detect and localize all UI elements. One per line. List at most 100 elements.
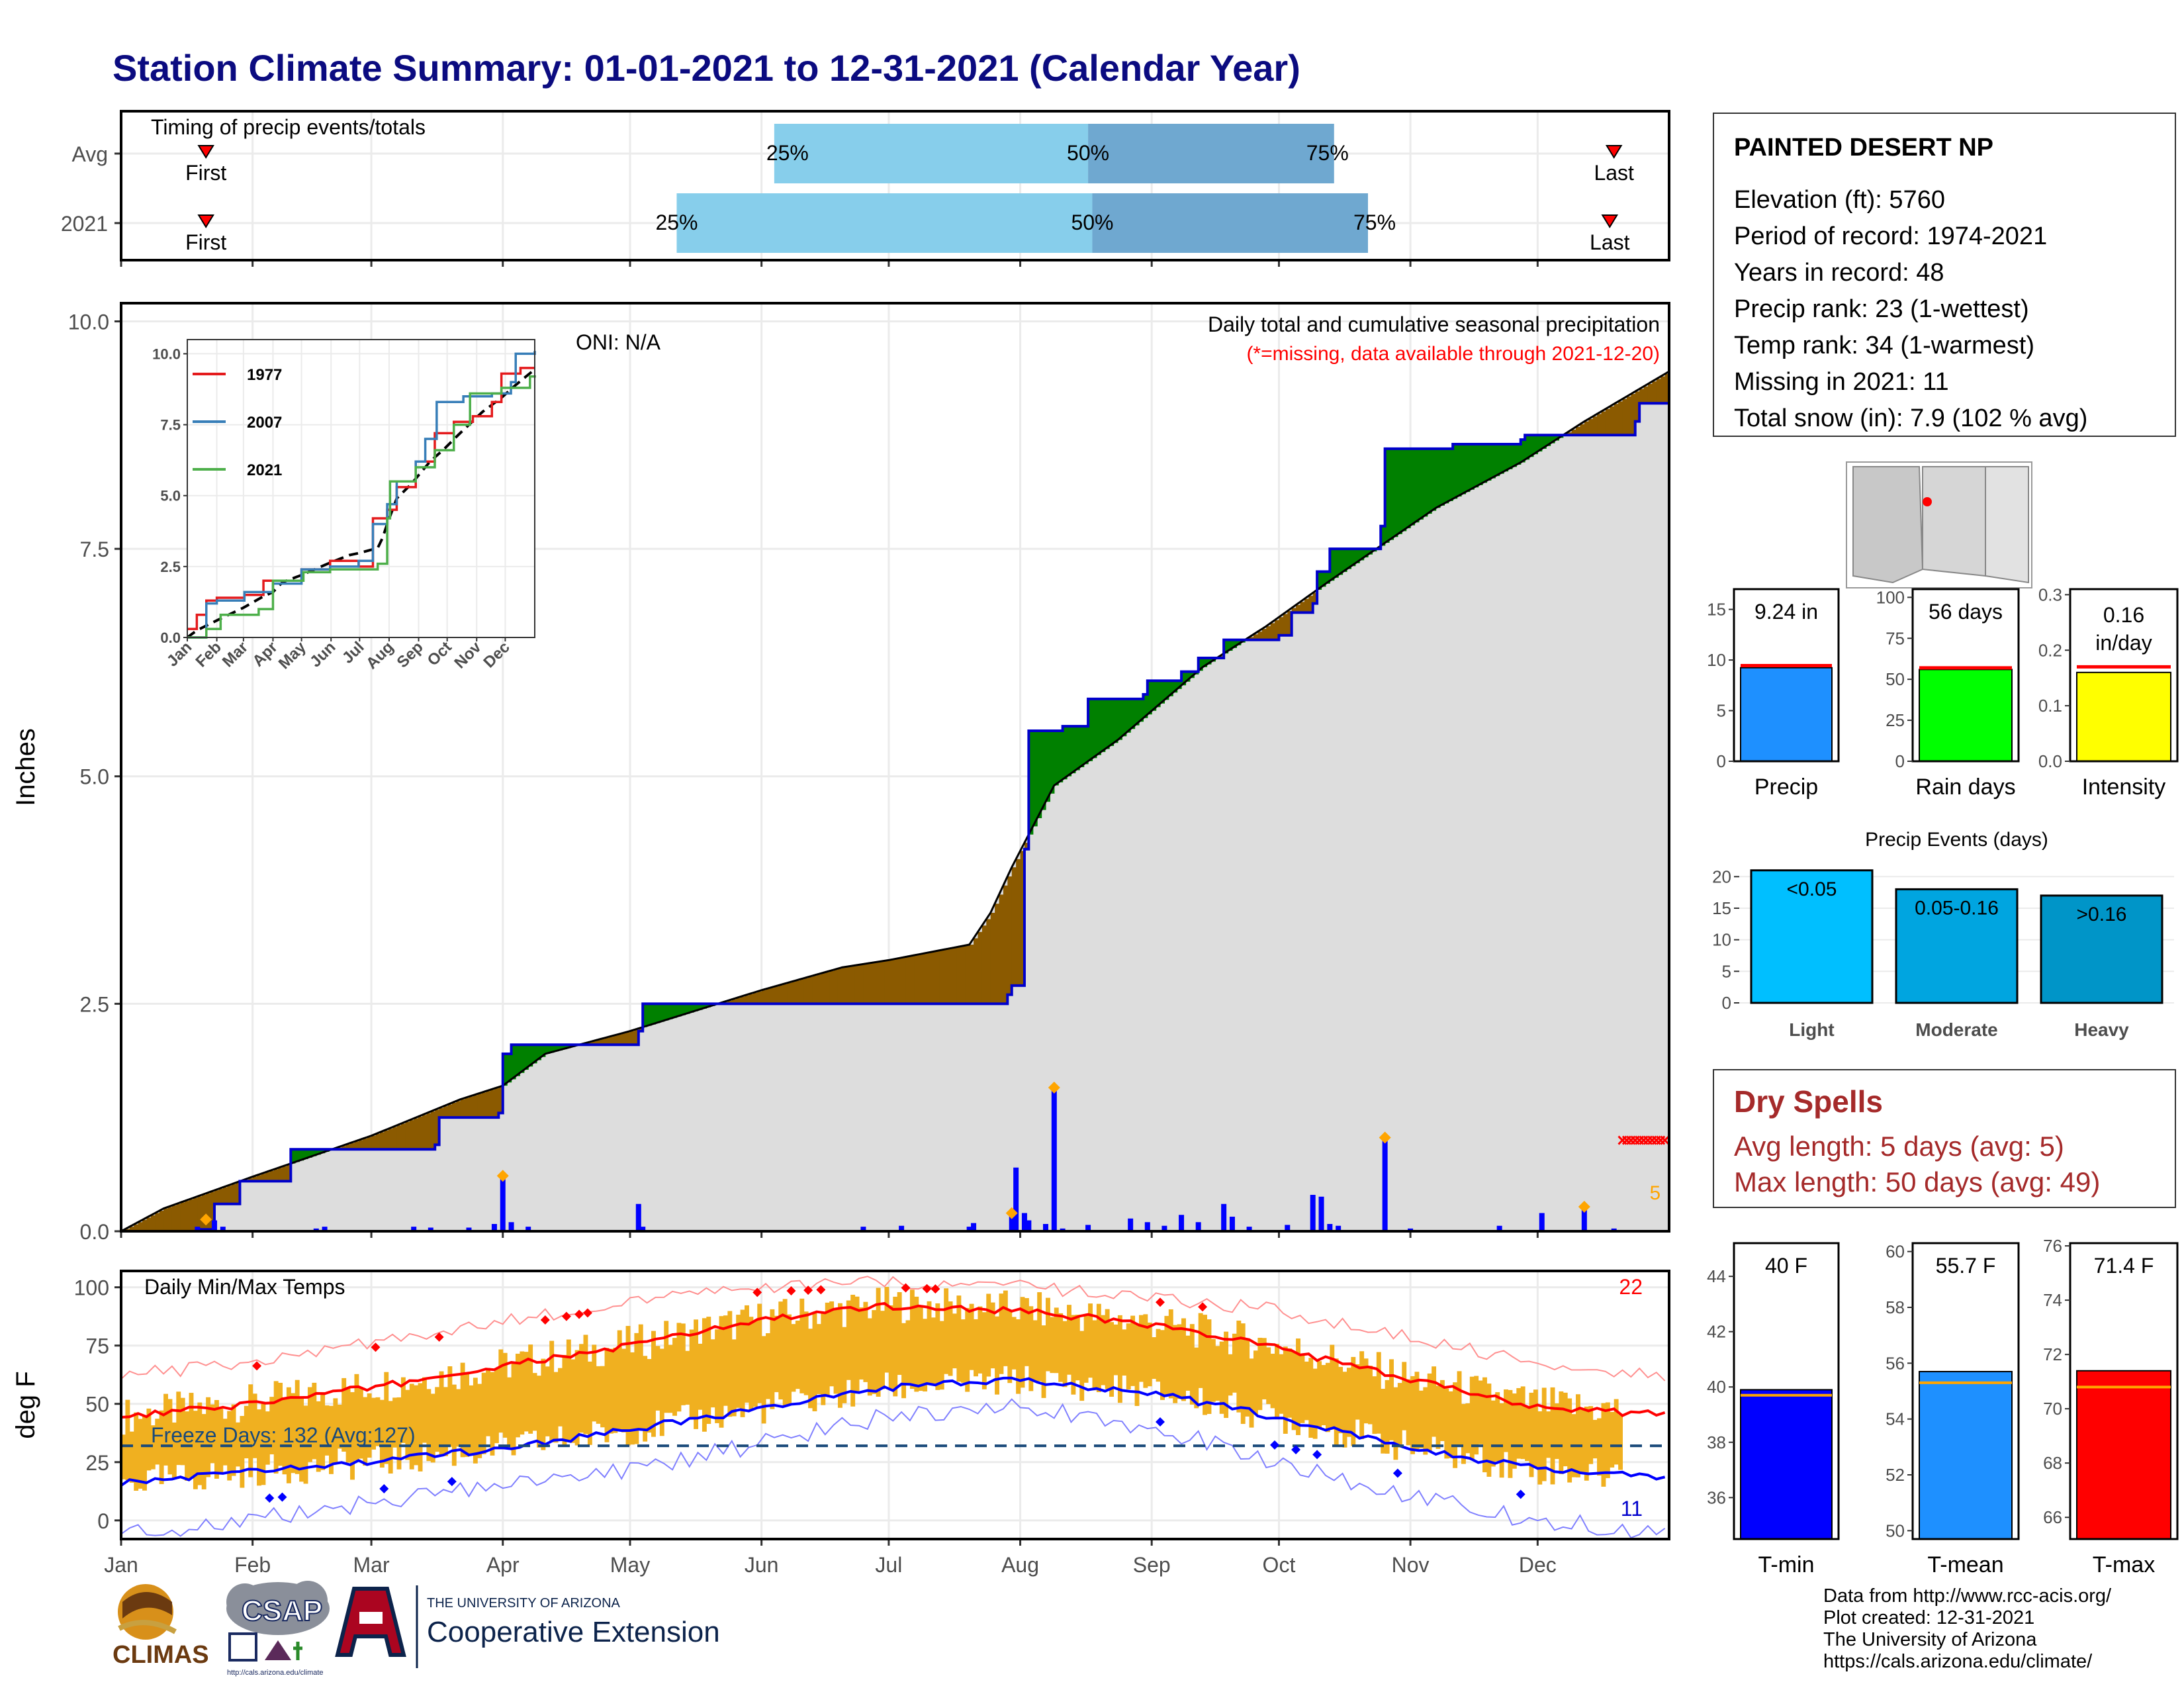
precip-deficit-segment	[430, 1111, 435, 1150]
temp-daily-bar	[121, 1434, 126, 1479]
temp-daily-bar	[774, 1315, 779, 1393]
temp-daily-bar	[1342, 1372, 1347, 1448]
precip-surplus-segment	[1105, 698, 1110, 749]
events-title: Precip Events (days)	[1865, 829, 2048, 851]
temp-record-high-marker	[540, 1315, 550, 1325]
precip-surplus-segment	[1533, 435, 1538, 455]
precip-deficit-segment	[405, 1121, 410, 1150]
state-map-arizona	[1852, 466, 1924, 584]
precip-deficit-segment	[379, 1132, 385, 1150]
precip-surplus-segment	[1321, 571, 1326, 587]
precip-deficit-segment	[460, 1099, 465, 1118]
precip-deficit-segment	[1312, 592, 1318, 604]
precip-deficit-segment	[443, 1106, 449, 1118]
credit-url: https://cals.arizona.edu/climate/	[1823, 1651, 2093, 1672]
precip-total-ytick-label: 0	[1717, 751, 1726, 771]
precip-deficit-segment	[956, 947, 962, 1004]
temp-daily-bar	[125, 1399, 130, 1481]
temp-daily-bar	[935, 1303, 940, 1390]
temp-record-high-marker	[1156, 1297, 1165, 1307]
temp-daily-bar	[795, 1320, 800, 1389]
precip-deficit-segment	[435, 1109, 440, 1145]
temp-daily-bar	[1432, 1366, 1437, 1437]
precip-surplus-segment	[1134, 698, 1140, 726]
precip-surplus-segment	[676, 1004, 682, 1017]
temp-daily-bar	[842, 1327, 847, 1403]
temp-daily-bar	[574, 1350, 580, 1446]
precip-surplus-segment	[643, 1004, 648, 1027]
t-mean-xlabel: T-mean	[1927, 1552, 2003, 1577]
temp-daily-bar	[197, 1402, 203, 1485]
temp-daily-bar	[1372, 1376, 1377, 1434]
precip-deficit-segment	[341, 1146, 347, 1150]
precip-surplus-segment	[655, 1004, 660, 1023]
precip-daily-bar	[1195, 1222, 1201, 1231]
temp-record-high-marker	[252, 1361, 262, 1371]
temp-daily-bar	[787, 1314, 792, 1405]
precip-deficit-segment	[1567, 432, 1572, 436]
csap-url: http://cals.arizona.edu/climate	[227, 1669, 324, 1677]
precip-surplus-segment	[1516, 444, 1522, 465]
precip-surplus-segment	[1109, 698, 1115, 746]
temp-daily-bar	[1461, 1403, 1466, 1464]
temp-daily-bar	[379, 1399, 385, 1468]
precip-deficit-segment	[1279, 617, 1284, 635]
precip-deficit-segment	[787, 982, 792, 1004]
temp-daily-bar	[1105, 1309, 1110, 1389]
temp-daily-bar	[1325, 1362, 1330, 1432]
temp-daily-bar	[944, 1288, 949, 1374]
temp-daily-bar	[1321, 1365, 1326, 1426]
precip-daily-bar	[1496, 1225, 1502, 1231]
events-bar	[1895, 888, 2019, 1004]
precip-highlight-marker	[1379, 1131, 1391, 1144]
precip-deficit-segment	[465, 1098, 470, 1118]
temp-record-high-marker	[434, 1332, 444, 1342]
intensity-ytick-label: 0.0	[2038, 751, 2062, 771]
temp-daily-bar	[621, 1348, 627, 1432]
precip-deficit-segment	[1610, 406, 1615, 436]
temp-daily-bar	[613, 1347, 618, 1433]
events-ytick-label: 0	[1722, 993, 1731, 1013]
temp-daily-bar	[1054, 1307, 1059, 1374]
precip-deficit-segment	[1647, 383, 1653, 404]
precip-deficit-segment	[905, 957, 911, 1004]
temp-daily-bar	[520, 1351, 525, 1435]
temp-daily-bar	[829, 1301, 835, 1387]
temp-xtick-label: Feb	[234, 1553, 271, 1577]
temp-daily-bar	[422, 1377, 427, 1443]
temp-daily-bar	[1041, 1325, 1046, 1398]
temp-daily-bar	[282, 1399, 287, 1475]
temp-daily-bar	[1194, 1347, 1199, 1409]
temp-daily-bar	[545, 1366, 550, 1436]
intensity-ytick-label: 0.1	[2038, 696, 2062, 716]
temp-daily-bar	[1152, 1337, 1157, 1380]
precip-deficit-segment	[893, 959, 898, 1004]
precip-deficit-segment	[282, 1166, 287, 1182]
precip-deficit-segment	[795, 980, 800, 1004]
temp-daily-bar	[430, 1393, 435, 1463]
precip-highlight-marker	[1048, 1081, 1060, 1094]
temp-daily-bar	[1610, 1411, 1615, 1468]
intensity-xlabel: Intensity	[2082, 774, 2166, 800]
temp-daily-bar	[698, 1343, 703, 1410]
temp-daily-bar	[273, 1381, 279, 1474]
temp-cold-count: 11	[1621, 1497, 1643, 1521]
temp-daily-bar	[604, 1348, 610, 1442]
temp-daily-bar	[456, 1389, 461, 1447]
precip-deficit-segment	[974, 938, 979, 1004]
precip-total-ytick-label: 5	[1717, 701, 1726, 721]
precip-deficit-segment	[634, 1029, 639, 1045]
precip-surplus-segment	[1355, 549, 1360, 563]
inset-ytick-label: 2.5	[160, 559, 181, 575]
temp-record-high-marker	[1198, 1302, 1208, 1312]
precip-deficit-segment	[494, 1088, 499, 1118]
temp-daily-bar	[252, 1393, 257, 1458]
precip-deficit-segment	[456, 1101, 461, 1118]
precip-deficit-segment	[625, 1032, 631, 1045]
credits: Data from http://www.rcc-acis.org/ Plot …	[1823, 1585, 2111, 1673]
precip-deficit-segment	[248, 1178, 253, 1182]
precip-deficit-segment	[159, 1211, 164, 1231]
precip-surplus-segment	[312, 1149, 317, 1156]
temp-daily-bar	[1122, 1329, 1127, 1376]
temp-daily-bar	[1444, 1388, 1449, 1459]
